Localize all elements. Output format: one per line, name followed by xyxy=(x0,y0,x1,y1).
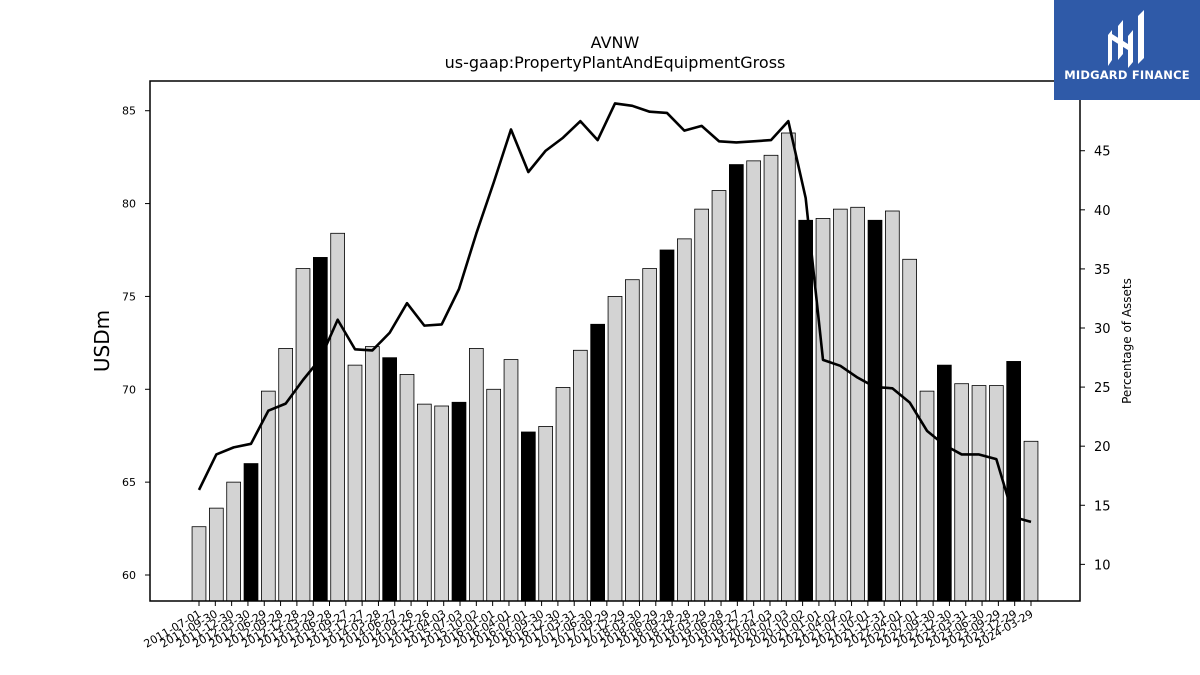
chart-title: AVNW xyxy=(591,33,640,52)
y-tick-label: 70 xyxy=(122,383,136,396)
bar xyxy=(885,210,900,602)
bar xyxy=(607,296,623,602)
chart-subtitle: us-gaap:PropertyPlantAndEquipmentGross xyxy=(445,53,786,72)
bar xyxy=(434,405,450,602)
y-tick-label: 80 xyxy=(122,198,136,211)
bar xyxy=(226,481,241,602)
bar xyxy=(746,160,761,602)
x-axis: 2011-07-012011-09-302011-12-302012-03-30… xyxy=(142,601,1036,651)
y2-tick-label: 20 xyxy=(1094,440,1111,455)
bar xyxy=(364,346,380,602)
brand-name: MIDGARD FINANCE xyxy=(1064,68,1190,82)
bar xyxy=(815,218,831,602)
bar xyxy=(503,359,519,602)
y-axis-left: 60 65 70 75 80 85 xyxy=(122,105,150,582)
plot-frame xyxy=(149,80,1081,602)
bar xyxy=(625,279,640,602)
y-tick-label: 85 xyxy=(122,105,136,118)
y2-tick-label: 35 xyxy=(1094,263,1111,278)
bar xyxy=(850,206,865,602)
bar xyxy=(347,364,363,602)
bar xyxy=(538,426,553,602)
y2-tick-label: 40 xyxy=(1094,204,1111,219)
bar xyxy=(971,385,987,602)
bar xyxy=(243,463,259,602)
bar xyxy=(208,507,224,602)
bar xyxy=(521,431,536,602)
bar xyxy=(399,374,415,602)
bar xyxy=(677,238,692,602)
y2-tick-label: 15 xyxy=(1094,499,1111,514)
bars-layer xyxy=(191,132,1039,602)
bar xyxy=(555,387,571,602)
bar xyxy=(468,348,484,602)
bar xyxy=(330,232,346,602)
bar xyxy=(902,258,917,602)
bar xyxy=(694,208,709,602)
bar xyxy=(833,208,848,602)
bar xyxy=(711,190,727,602)
y-tick-label: 60 xyxy=(122,569,136,582)
bar xyxy=(486,388,502,602)
bar xyxy=(729,164,744,602)
bar xyxy=(278,348,294,602)
midgard-logo-icon xyxy=(1108,10,1144,68)
bar xyxy=(573,349,588,602)
bar xyxy=(312,257,328,602)
bar xyxy=(954,383,969,602)
bar xyxy=(1006,361,1021,602)
y-axis-right: 10 15 20 25 30 35 40 45 xyxy=(1080,145,1111,573)
bar xyxy=(867,219,883,602)
bar xyxy=(989,385,1004,602)
bar xyxy=(590,323,605,602)
bar xyxy=(642,268,657,602)
y2-tick-label: 30 xyxy=(1094,322,1111,337)
y-axis-label: USDm xyxy=(90,310,114,372)
y2-axis-label: Percentage of Assets xyxy=(1120,278,1134,404)
y2-tick-label: 45 xyxy=(1094,145,1111,160)
percentage-line xyxy=(197,102,1032,524)
bar xyxy=(295,268,311,602)
bar xyxy=(763,154,779,602)
bar xyxy=(781,132,796,602)
bar xyxy=(798,219,813,602)
y-tick-label: 75 xyxy=(122,290,136,303)
brand-logo: MIDGARD FINANCE xyxy=(1054,0,1200,100)
bar xyxy=(451,401,467,602)
line-layer xyxy=(197,102,1032,524)
bar xyxy=(937,364,952,602)
bar xyxy=(659,249,675,602)
bar xyxy=(382,357,398,602)
y2-tick-label: 25 xyxy=(1094,381,1111,396)
bar xyxy=(191,526,207,602)
y-tick-label: 65 xyxy=(122,476,136,489)
y2-tick-label: 10 xyxy=(1094,558,1111,573)
bar xyxy=(416,403,432,602)
